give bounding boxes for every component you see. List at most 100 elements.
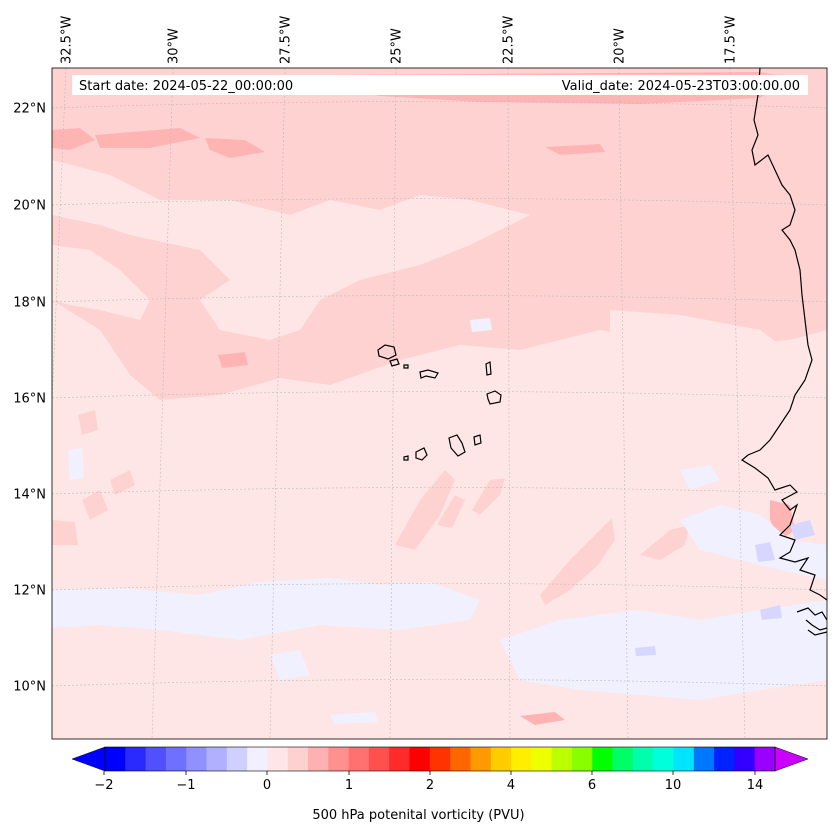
colorbar-swatch xyxy=(267,747,289,771)
colorbar-swatch xyxy=(450,747,471,771)
lat-tick-label: 12°N xyxy=(13,584,46,599)
colorbar-swatch xyxy=(105,747,126,771)
lat-tick-label: 20°N xyxy=(13,199,46,214)
lon-tick-label: 27.5°W xyxy=(279,16,294,64)
colorbar-swatch xyxy=(389,747,411,771)
colorbar-tick-label: 10 xyxy=(665,778,682,793)
lat-tick-label: 10°N xyxy=(13,680,46,695)
colorbar-tick-label: 1 xyxy=(345,778,353,793)
pv-contour-region xyxy=(218,352,248,368)
colorbar-swatch xyxy=(348,747,370,771)
lat-tick-label: 22°N xyxy=(13,102,46,117)
island-santa-luzia xyxy=(403,364,409,369)
colorbar-tick-label: 0 xyxy=(263,778,271,793)
pv-contour-region xyxy=(500,600,827,700)
lat-gridline xyxy=(52,198,827,206)
colorbar-swatch xyxy=(551,747,573,771)
pv-contour-region xyxy=(635,646,656,656)
lon-tick-labels: 32.5°W 30°W 27.5°W 25°W 22.5°W 20°W 17.5°W xyxy=(60,16,739,64)
colorbar-swatch xyxy=(612,747,634,771)
colorbar-tick-label: 6 xyxy=(588,778,596,793)
colorbar-outline xyxy=(104,746,776,772)
colorbar-tick-label: 4 xyxy=(507,778,515,793)
colorbar-extend-left xyxy=(71,746,106,772)
lon-tick-label: 32.5°W xyxy=(60,16,75,64)
lat-tick-label: 16°N xyxy=(13,392,46,407)
valid-date-label: Valid_date: 2024-05-23T03:00:00.00 xyxy=(562,79,800,94)
island-sao-vicente xyxy=(389,358,400,367)
colorbar-swatch xyxy=(308,747,329,771)
colorbar-swatch xyxy=(145,747,167,771)
colorbar-swatch xyxy=(328,747,350,771)
island-santo-antao xyxy=(377,344,397,360)
island-boa-vista xyxy=(486,390,502,405)
pv-contour-region xyxy=(82,490,108,520)
colorbar-tick-label: 2 xyxy=(426,778,434,793)
pv-field xyxy=(52,68,827,739)
pv-contour-region xyxy=(110,470,135,495)
lat-gridline xyxy=(52,101,827,109)
pv-contour-region xyxy=(470,318,492,332)
colorbar-swatch xyxy=(287,747,309,771)
pv-contour-region xyxy=(545,144,605,155)
pv-contour-region xyxy=(330,712,378,724)
pv-contour-region xyxy=(270,650,310,680)
lat-gridline xyxy=(52,583,827,591)
gridlines xyxy=(52,68,827,739)
lat-gridline xyxy=(52,391,827,399)
lat-tick-labels: 22°N 20°N 18°N 16°N 14°N 12°N 10°N xyxy=(13,102,46,695)
map-frame xyxy=(51,67,828,740)
pv-contour-region xyxy=(472,478,505,515)
colorbar-swatch xyxy=(673,747,695,771)
colorbar-swatch xyxy=(165,747,187,771)
pv-contour-region xyxy=(437,495,465,528)
pv-contour-region xyxy=(680,465,720,490)
island-santiago xyxy=(448,434,466,457)
pv-contour-region xyxy=(640,525,690,560)
pv-contour-region xyxy=(52,160,530,340)
pv-contour-region xyxy=(520,712,565,725)
colorbar-swatch xyxy=(653,747,674,771)
colorbar-swatch xyxy=(247,747,268,771)
colorbar-swatch xyxy=(693,747,715,771)
pv-contour-region xyxy=(790,520,815,540)
lon-tick-label: 22.5°W xyxy=(502,16,517,64)
colorbar-swatch xyxy=(734,747,756,771)
colorbar-swatch xyxy=(206,747,228,771)
colorbar-swatch xyxy=(511,747,532,771)
colorbar-swatch xyxy=(754,747,776,771)
colorbar xyxy=(71,746,809,772)
colorbar-swatch xyxy=(409,747,431,771)
pv-contour-region xyxy=(52,578,480,640)
lat-gridline xyxy=(52,487,827,495)
colorbar-swatch xyxy=(531,747,553,771)
lat-gridline xyxy=(52,679,827,687)
lon-tick-label: 25°W xyxy=(390,28,405,64)
pv-contour-region xyxy=(95,128,200,148)
pv-contour-region xyxy=(52,520,78,545)
colorbar-swatch xyxy=(490,747,512,771)
island-fogo xyxy=(415,447,428,461)
island-brava xyxy=(403,455,409,461)
colorbar-extend-right xyxy=(774,746,809,772)
colorbar-label: 500 hPa potenital vorticity (PVU) xyxy=(312,808,525,823)
lon-tick-label: 30°W xyxy=(167,28,182,64)
pv-contour-region xyxy=(760,605,782,620)
island-sal xyxy=(485,361,492,376)
colorbar-swatch xyxy=(592,747,614,771)
colorbar-swatch xyxy=(571,747,593,771)
lat-tick-label: 14°N xyxy=(13,488,46,503)
header-box xyxy=(72,75,808,95)
colorbar-tick-label: −2 xyxy=(94,778,113,793)
lon-tick-label: 20°W xyxy=(613,28,628,64)
colorbar-swatch xyxy=(368,747,390,771)
colorbar-swatch xyxy=(186,747,208,771)
pv-contour-region xyxy=(78,410,98,435)
colorbar-tick-label: −1 xyxy=(176,778,195,793)
pv-contour-region xyxy=(395,470,455,550)
pv-contour-region xyxy=(610,310,780,355)
lat-gridline xyxy=(52,295,827,303)
lon-tick-label: 17.5°W xyxy=(724,16,739,64)
colorbar-swatch xyxy=(226,747,248,771)
